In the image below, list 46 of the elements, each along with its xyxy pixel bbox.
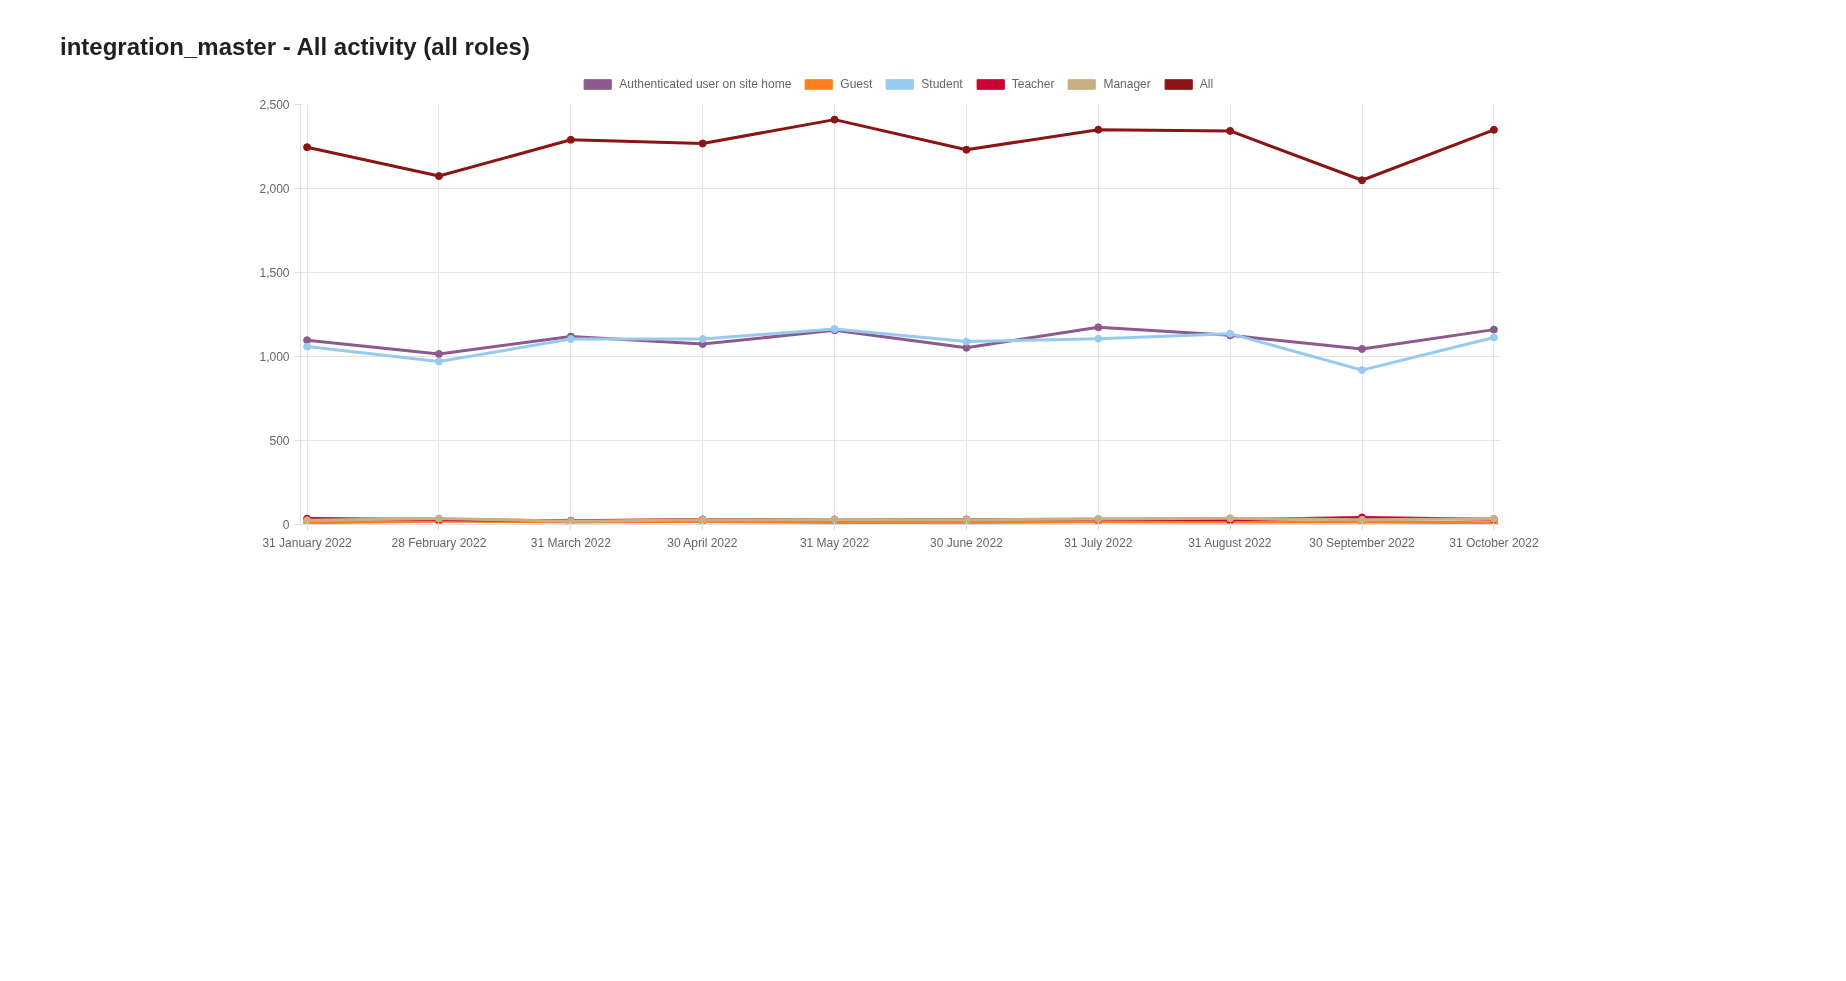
point [962,344,971,353]
point [830,115,839,124]
point [434,172,443,181]
point [698,335,707,344]
point [434,350,443,359]
legend-label: Authenticated user on site home [619,77,792,92]
point [434,357,443,366]
x-tick-label: 31 October 2022 [1449,535,1539,550]
point [303,342,312,351]
x-tick-label: 31 March 2022 [530,535,612,550]
point [566,136,575,145]
y-tick-label: 0 [282,518,290,533]
point [962,337,971,346]
point [1226,127,1235,136]
point [1358,345,1367,354]
point [1094,334,1103,343]
point [303,336,312,345]
point [1489,333,1498,342]
x-tick-label: 30 June 2022 [930,535,1004,550]
legend-label: Teacher [1011,77,1055,92]
x-tick-label: 31 July 2022 [1064,535,1133,550]
x-tick-label: 31 January 2022 [262,535,353,550]
y-tick-label: 2,500 [259,98,290,113]
legend-label: Manager [1103,77,1151,92]
chart-title: integration_master - All activity (all roles) [60,32,530,62]
point [303,143,312,152]
point [1489,325,1498,334]
point [1094,323,1103,332]
x-tick-label: 30 April 2022 [667,535,738,550]
point [698,139,707,148]
point [962,145,971,154]
legend-label: Student [921,77,963,92]
legend-label: Guest [840,77,873,92]
y-tick-label: 1,500 [259,266,290,281]
x-tick-label: 31 May 2022 [799,535,870,550]
x-tick-label: 31 August 2022 [1188,535,1272,550]
point [1358,366,1367,375]
y-tick-label: 2,000 [259,182,290,197]
y-tick-label: 1,000 [259,350,290,365]
x-tick-label: 30 September 2022 [1309,535,1416,550]
y-tick-label: 500 [269,434,290,449]
x-tick-label: 28 February 2022 [391,535,487,550]
point [1489,126,1498,135]
point [1094,125,1103,134]
point [1358,176,1367,185]
legend-label: All [1199,77,1215,92]
